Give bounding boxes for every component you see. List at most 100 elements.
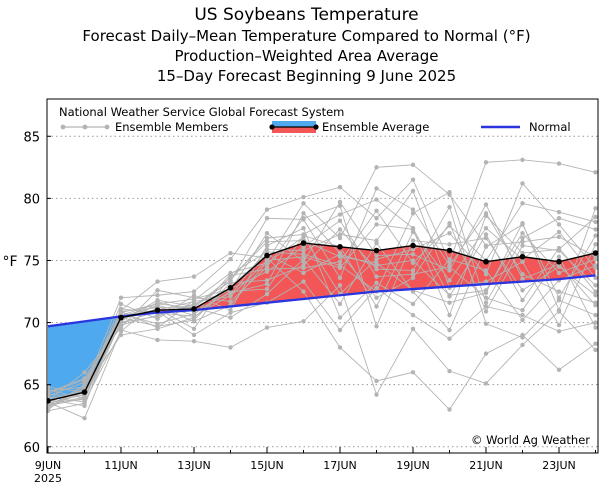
ensemble-member-point [301, 216, 306, 221]
ensemble-member-point [301, 194, 306, 200]
watermark: © World Ag Weather [471, 433, 590, 447]
ensemble-average-point [483, 258, 489, 265]
ensemble-member-point [191, 293, 197, 298]
ensemble-member-point [191, 311, 197, 317]
ensemble-member-point [520, 271, 525, 277]
ensemble-member-point [264, 278, 270, 283]
y-tick-label: 60 [23, 441, 40, 456]
ensemble-member-point [337, 283, 343, 288]
ensemble-member-point [447, 223, 452, 228]
ensemble-member-point [410, 370, 416, 375]
ensemble-member-point [228, 250, 233, 256]
ensemble-member-point [447, 268, 452, 273]
ensemble-member-point [374, 197, 379, 202]
ensemble-member-point [520, 250, 525, 256]
ensemble-member-point [483, 232, 489, 237]
ensemble-member-line [47, 182, 596, 410]
ensemble-member-point [410, 271, 416, 277]
ensemble-member-point [374, 257, 379, 262]
ensemble-member-point [118, 327, 124, 333]
ensemble-member-point [374, 324, 379, 329]
ensemble-member-point [301, 270, 306, 276]
ensemble-member-point [264, 281, 270, 287]
ensemble-member-point [447, 278, 452, 283]
ensemble-member-point [556, 248, 562, 253]
ensemble-member-point [447, 204, 452, 210]
ensemble-member-point [520, 276, 525, 282]
ensemble-member-point [264, 286, 270, 292]
legend-average-dot [269, 124, 275, 130]
ensemble-member-point [593, 242, 598, 247]
ensemble-average-point [592, 250, 598, 256]
ensemble-member-point [374, 280, 379, 286]
ensemble-member-point [337, 275, 343, 281]
ensemble-member-point [155, 279, 160, 284]
ensemble-member-point [228, 275, 233, 281]
ensemble-member-point [337, 259, 343, 264]
ensemble-member-point [155, 316, 160, 322]
ensemble-member-line [47, 191, 596, 397]
ensemble-member-point [593, 233, 598, 238]
ensemble-member-point [593, 214, 598, 220]
legend-normal-label: Normal [529, 120, 571, 134]
ensemble-member-point [520, 239, 525, 245]
ensemble-member-point [118, 295, 124, 300]
ensemble-average-point [154, 307, 161, 313]
ensemble-member-point [556, 329, 562, 334]
x-tick-label: 19JUN [396, 459, 430, 472]
ensemble-member-point [264, 235, 270, 241]
ensemble-member-point [337, 327, 343, 333]
ensemble-member-point [264, 291, 270, 297]
ensemble-member-point [593, 275, 598, 281]
ensemble-member-point [447, 293, 452, 298]
ensemble-member-point [447, 259, 452, 264]
ensemble-member-point [593, 347, 598, 353]
ensemble-member-point [155, 293, 160, 298]
anomaly-fill-segment [413, 245, 450, 290]
legend-members-dot [82, 124, 88, 130]
ensemble-member-line [47, 284, 596, 419]
ensemble-member-point [155, 312, 160, 318]
chart-title: US Soybeans Temperature [194, 5, 419, 25]
ensemble-member-point [483, 309, 489, 314]
ensemble-member-point [410, 238, 416, 243]
ensemble-average-series [47, 240, 598, 404]
ensemble-member-point [374, 216, 379, 221]
ensemble-member-point [593, 341, 598, 346]
ensemble-member-line [47, 159, 596, 392]
ensemble-member-point [264, 259, 270, 264]
ensemble-member-point [410, 260, 416, 266]
ensemble-member-point [155, 304, 160, 309]
ensemble-member-point [191, 332, 197, 338]
ensemble-member-point [118, 307, 124, 313]
ensemble-member-point [264, 243, 270, 248]
ensemble-member-point [410, 312, 416, 318]
ensemble-member-point [118, 301, 124, 307]
ensemble-member-point [337, 263, 343, 268]
ensemble-member-point [337, 235, 343, 241]
ensemble-member-point [593, 170, 598, 175]
ensemble-member-line [47, 201, 596, 394]
ensemble-member-point [410, 247, 416, 252]
ensemble-member-point [301, 225, 306, 231]
ensemble-member-point [520, 298, 525, 303]
ensemble-member-point [374, 260, 379, 266]
x-tick-label: 17JUN [323, 459, 357, 472]
y-axis-label: °F [2, 254, 17, 270]
ensemble-member-point [118, 320, 124, 325]
ensemble-member-point [264, 230, 270, 236]
ensemble-member-point [556, 309, 562, 314]
ensemble-average-point [264, 252, 270, 259]
ensemble-member-point [520, 332, 525, 338]
ensemble-member-line [47, 281, 596, 408]
ensemble-member-point [374, 274, 379, 279]
ensemble-member-point [374, 222, 379, 227]
ensemble-member-point [337, 301, 343, 307]
ensemble-member-point [191, 289, 197, 294]
ensemble-member-point [191, 274, 197, 279]
ensemble-member-point [337, 218, 343, 223]
ensemble-member-point [447, 230, 452, 236]
y-tick-label: 85 [23, 130, 40, 145]
ensemble-member-line [47, 232, 596, 405]
